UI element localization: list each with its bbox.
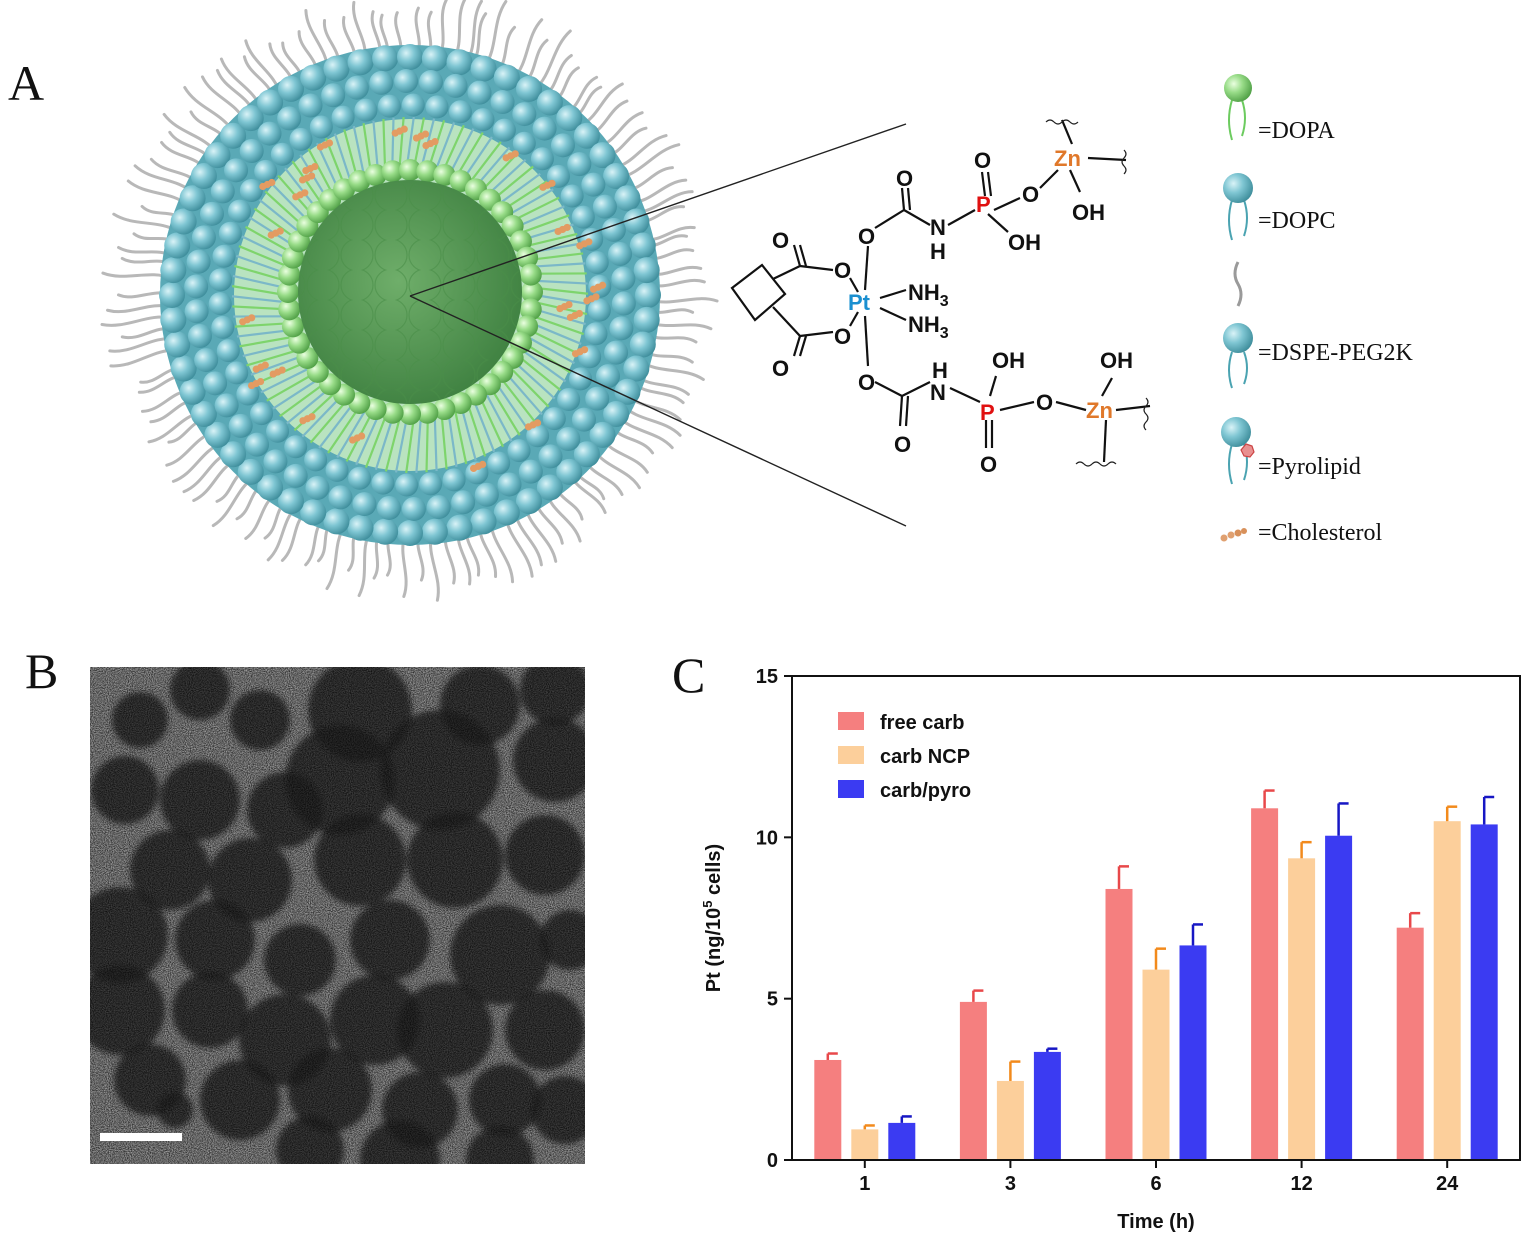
chemical-structure: O O O O Pt NH3 NH3 O O N H P O OH O Zn O…	[730, 119, 1151, 477]
atom-o: O	[858, 224, 875, 249]
bar	[1179, 945, 1207, 1160]
structure-bonds	[730, 119, 1151, 463]
atom-o: O	[1022, 182, 1039, 207]
ammine-ligand: NH3	[908, 312, 949, 342]
pyrolipid-icon	[1221, 417, 1255, 485]
panel-label-c: C	[672, 647, 705, 703]
atom-o: O	[896, 166, 913, 191]
atom-o: O	[980, 452, 997, 477]
bar	[1288, 858, 1316, 1160]
tem-image	[90, 667, 585, 1164]
atom-o: O	[834, 258, 851, 283]
cholesterol-molecules	[239, 125, 607, 472]
dspe-peg-lipid-icon	[1223, 261, 1253, 389]
atom-h: H	[930, 239, 946, 264]
legend-swatch	[838, 746, 864, 764]
ammine-ligand: NH3	[908, 280, 949, 310]
atom-o: O	[974, 148, 991, 173]
atom-p: P	[980, 400, 995, 425]
atom-zn: Zn	[1054, 146, 1081, 171]
atom-o: O	[834, 324, 851, 349]
bar	[1105, 888, 1133, 1160]
legend-label-dopa: =DOPA	[1258, 118, 1335, 144]
component-legend: =DOPA =DOPC =DSPE-PEG2K =Pyrolipid =Cho	[1220, 74, 1414, 546]
bar	[1396, 927, 1424, 1160]
atom-pt: Pt	[848, 290, 871, 315]
x-axis-label: Time (h)	[1117, 1211, 1194, 1233]
atom-zn: Zn	[1086, 398, 1113, 423]
nanoparticle-illustration	[100, 0, 719, 602]
atom-o: O	[1036, 390, 1053, 415]
legend-label-cholesterol: =Cholesterol	[1258, 520, 1383, 546]
atom-p: P	[976, 192, 991, 217]
panel-label-a: A	[8, 55, 44, 111]
bar	[888, 1122, 916, 1160]
zoom-lines	[409, 123, 907, 527]
uptake-bar-chart: 0 5 10 15 1 3 6 12 24 Pt (ng/105 cells) Time (h…	[700, 666, 1521, 1233]
atom-o: O	[858, 370, 875, 395]
legend-label-pyrolipid: =Pyrolipid	[1258, 454, 1361, 480]
x-tick-label: 1	[859, 1173, 870, 1195]
y-tick-label: 10	[756, 827, 778, 849]
bar	[996, 1080, 1024, 1160]
legend-entry: carb NCP	[880, 746, 970, 768]
atom-n: N	[930, 380, 946, 405]
x-tick-label: 3	[1005, 1173, 1016, 1195]
ncp-core-texture	[298, 180, 522, 404]
atom-h: H	[932, 358, 948, 383]
atom-o: O	[772, 356, 789, 381]
bar	[1033, 1051, 1061, 1160]
bar	[851, 1129, 879, 1160]
x-tick-label: 6	[1150, 1173, 1161, 1195]
hydroxyl: OH	[992, 348, 1025, 373]
cholesterol-icon	[1220, 528, 1247, 542]
hydroxyl: OH	[1072, 200, 1105, 225]
scale-bar	[100, 1133, 182, 1141]
bar	[1142, 969, 1170, 1160]
y-tick-label: 15	[756, 666, 778, 688]
bar	[1325, 835, 1353, 1160]
panel-label-b: B	[25, 643, 58, 699]
bar	[1433, 821, 1461, 1160]
y-tick-label: 5	[767, 989, 778, 1011]
legend-entry: free carb	[880, 712, 965, 734]
y-axis-label: Pt (ng/105 cells)	[700, 844, 725, 992]
x-tick-label: 12	[1290, 1173, 1312, 1195]
chart-legend: free carb carb NCP carb/pyro	[838, 712, 971, 802]
outer-lipid-heads	[159, 44, 661, 546]
legend-swatch	[838, 712, 864, 730]
legend-entry: carb/pyro	[880, 780, 971, 802]
legend-label-dspe-peg2k: =DSPE-PEG2K	[1258, 340, 1414, 366]
legend-label-dopc: =DOPC	[1258, 208, 1336, 234]
legend-swatch	[838, 780, 864, 798]
polymer-continuation-marks	[1045, 119, 1149, 467]
hydroxyl: OH	[1008, 230, 1041, 255]
hydroxyl: OH	[1100, 348, 1133, 373]
atom-o: O	[772, 228, 789, 253]
bar	[1470, 824, 1498, 1160]
bar	[959, 1001, 987, 1160]
bar	[814, 1059, 842, 1160]
x-tick-label: 24	[1436, 1173, 1459, 1195]
bar	[1251, 808, 1279, 1160]
dopc-lipid-icon	[1223, 173, 1253, 241]
y-tick-label: 0	[767, 1150, 778, 1172]
atom-n: N	[930, 215, 946, 240]
dopa-lipid-icon	[1224, 74, 1252, 141]
atom-o: O	[894, 432, 911, 457]
inner-lipid-heads	[277, 159, 543, 425]
